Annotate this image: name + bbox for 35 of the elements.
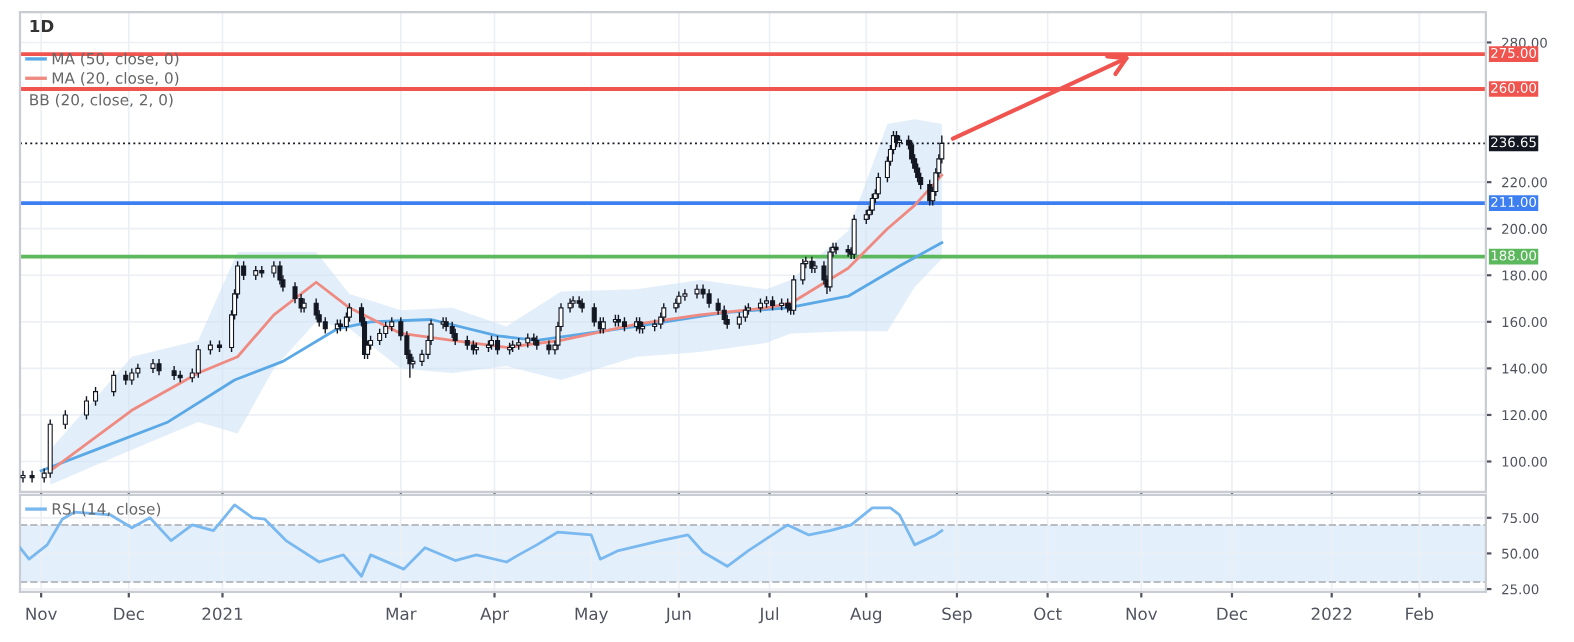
x-tick-label: Jun [664,607,691,624]
x-tick-label: Feb [1406,607,1434,621]
x-tick-label: Jul [758,607,779,624]
candlestick [195,344,201,379]
candlestick [827,246,833,293]
chart-title: 1D [30,19,54,33]
x-tick-label: May [575,607,608,624]
candlestick [576,295,582,309]
x-tick-label: Mar [386,607,417,621]
candlestick [313,297,319,321]
candlestick [661,302,667,323]
candlestick [83,395,90,421]
candlestick [875,172,881,200]
candlestick [495,335,501,356]
x-tick-label: Dec [114,607,144,621]
candlestick [682,288,688,302]
candlestick [706,288,712,309]
candlestick [177,370,183,384]
candlestick [812,260,818,274]
line-series [19,503,944,578]
candlestick [93,386,99,407]
candlestick [591,302,597,328]
x-tick-label: 2021 [202,607,243,621]
x-tick-label: Oct [1034,607,1062,621]
x-tick-label: Nov [26,607,57,621]
x-tick-label: 2022 [1311,607,1352,621]
x-tick-label: Sep [942,607,972,624]
x-tick-label: Dec [1217,607,1248,621]
candlestick [111,370,117,398]
x-tick-label: Aug [850,607,882,624]
candlestick [62,409,68,430]
x-tick-label: Nov [1126,607,1158,621]
candlestick [721,304,727,325]
x-tick-label: Apr [480,607,509,624]
candlestick [343,311,349,332]
